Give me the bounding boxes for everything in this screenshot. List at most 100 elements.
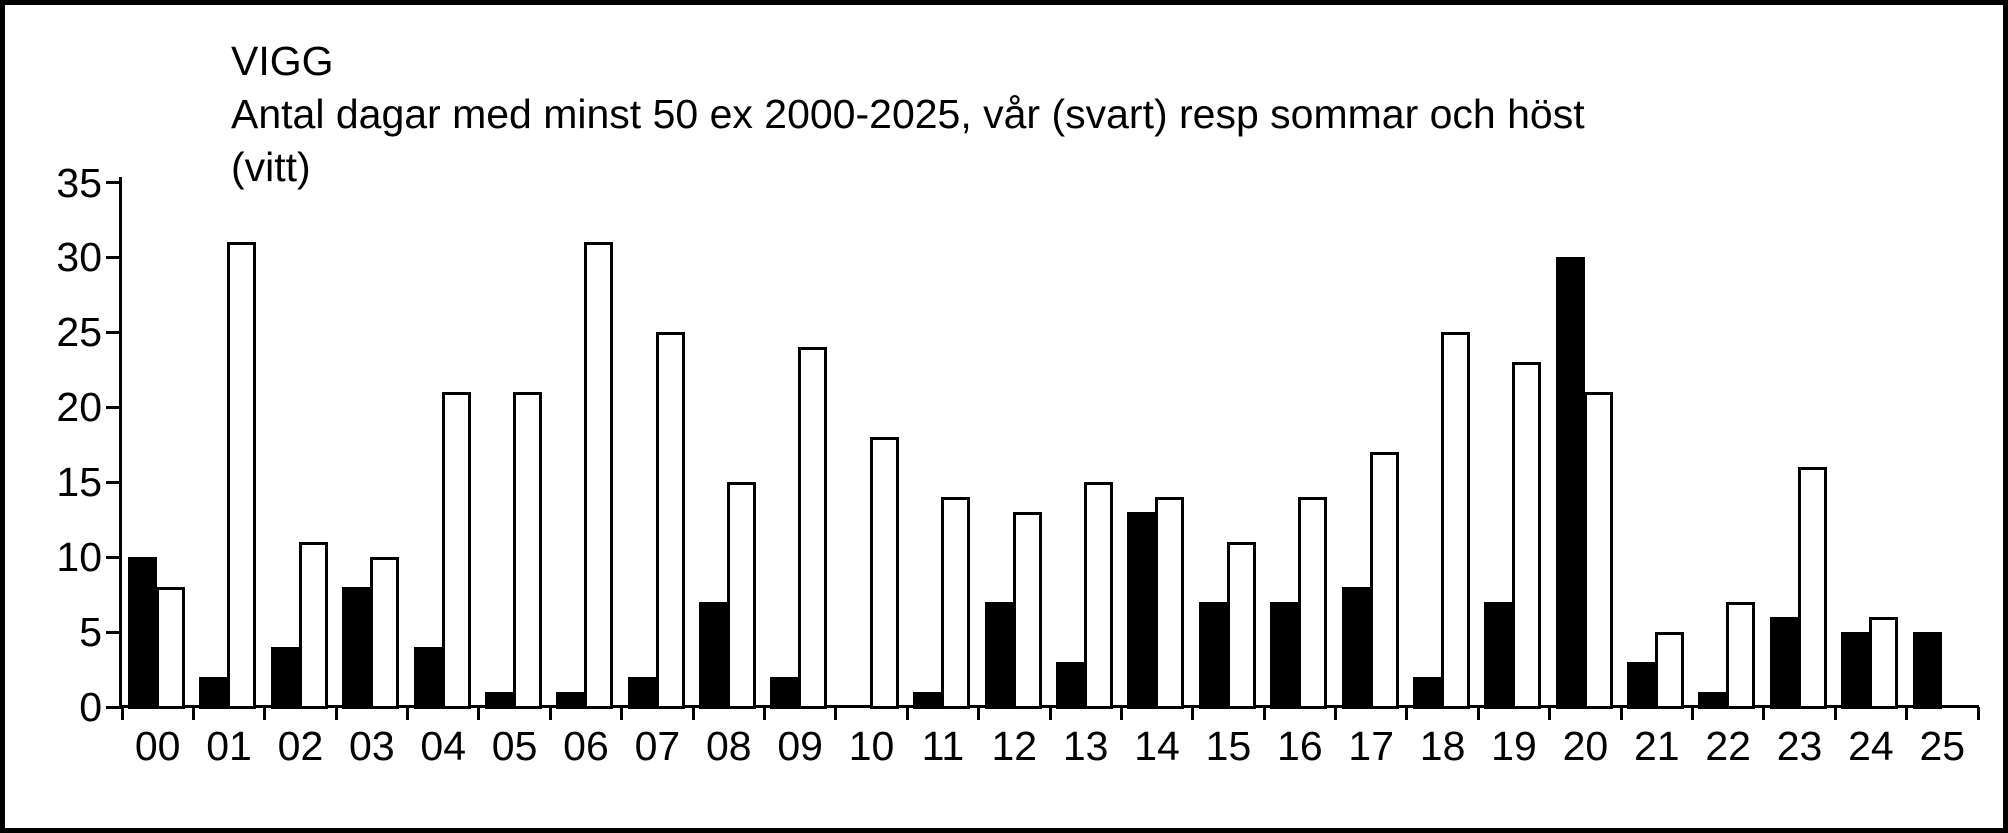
- x-axis-label: 02: [277, 723, 324, 769]
- x-tick: [120, 707, 124, 720]
- x-axis-label: 23: [1776, 723, 1823, 769]
- x-tick: [1833, 707, 1837, 720]
- bar-sommar-host-white: [655, 332, 685, 709]
- y-axis-label: 20: [56, 384, 102, 431]
- x-axis-label: 22: [1705, 723, 1751, 769]
- chart-title-line-1: VIGG: [231, 38, 334, 84]
- bar-var-black: [1056, 662, 1085, 709]
- bar-sommar-host-white: [156, 587, 185, 709]
- bar-var-black: [1769, 617, 1799, 709]
- x-tick: [1548, 707, 1552, 720]
- y-axis: [119, 177, 122, 709]
- x-axis-label: 11: [921, 723, 965, 769]
- bar-sommar-host-white: [1655, 632, 1685, 709]
- y-tick: [106, 630, 119, 634]
- chart-title-line-2: Antal dagar med minst 50 ex 2000-2025, v…: [231, 91, 1585, 137]
- x-tick: [1405, 707, 1409, 720]
- y-tick: [106, 330, 119, 334]
- x-axis-label: 15: [1205, 723, 1252, 769]
- x-axis-label: 21: [1633, 723, 1680, 769]
- x-tick: [1619, 707, 1623, 720]
- bar-sommar-host-white: [727, 482, 757, 709]
- bar-var-black: [1555, 257, 1585, 709]
- x-tick: [834, 707, 838, 720]
- bar-sommar-host-white: [869, 437, 899, 709]
- x-tick: [762, 707, 766, 720]
- y-tick: [106, 255, 119, 259]
- bar-sommar-host-white: [1226, 542, 1256, 709]
- x-axis-label: 07: [634, 723, 681, 769]
- x-axis: [119, 705, 1979, 708]
- x-tick: [1191, 707, 1195, 720]
- x-tick: [1762, 707, 1766, 720]
- x-axis-label: 25: [1919, 723, 1966, 769]
- x-tick: [1690, 707, 1694, 720]
- x-tick: [620, 707, 624, 720]
- bar-sommar-host-white: [941, 497, 971, 709]
- bar-sommar-host-white: [298, 542, 328, 709]
- bar-var-black: [1412, 677, 1442, 709]
- x-tick: [905, 707, 909, 720]
- bar-sommar-host-white: [512, 392, 542, 709]
- y-tick: [106, 555, 119, 559]
- x-tick: [548, 707, 552, 720]
- x-tick: [406, 707, 410, 720]
- x-axis-label: 04: [420, 723, 467, 769]
- x-axis-label: 14: [1134, 723, 1180, 769]
- bar-sommar-host-white: [1298, 497, 1328, 709]
- y-axis-label: 30: [56, 234, 102, 281]
- bar-var-black: [413, 647, 443, 709]
- bar-var-black: [627, 677, 657, 709]
- bar-sommar-host-white: [584, 242, 614, 709]
- bar-var-black: [342, 587, 372, 709]
- y-axis-label: 35: [56, 159, 102, 206]
- x-axis-label: 08: [705, 723, 752, 769]
- x-tick: [1905, 707, 1909, 720]
- bar-var-black: [484, 692, 514, 709]
- bar-var-black: [1198, 602, 1228, 709]
- bar-var-black: [913, 692, 943, 709]
- bar-var-black: [984, 602, 1014, 709]
- plot-area: 0 5 10 15 20 25 30 35 00 01 02 03 04 05 06 07 08 09 10 11 12…: [5, 5, 2003, 828]
- bar-var-black: [1627, 662, 1657, 709]
- y-tick: [106, 480, 119, 484]
- x-axis-label: 13: [1062, 723, 1109, 769]
- x-axis-label: 19: [1491, 723, 1537, 769]
- x-axis-label: 05: [491, 723, 538, 769]
- x-axis-label: 10: [848, 723, 895, 769]
- bar-sommar-host-white: [1726, 602, 1756, 709]
- x-axis-label: 12: [991, 723, 1038, 769]
- chart-title: VIGG Antal dagar med minst 50 ex 2000-20…: [231, 35, 1585, 194]
- x-tick: [691, 707, 695, 720]
- x-axis-label: 09: [777, 723, 823, 769]
- x-tick: [477, 707, 481, 720]
- bar-var-black: [699, 602, 729, 709]
- x-tick: [334, 707, 338, 720]
- x-tick: [1476, 707, 1480, 720]
- bar-sommar-host-white: [1797, 467, 1827, 709]
- bar-var-black: [770, 677, 800, 709]
- bar-var-black: [556, 692, 586, 709]
- x-axis-label: 24: [1848, 723, 1894, 769]
- bar-sommar-host-white: [1440, 332, 1470, 709]
- x-tick: [1976, 707, 1980, 720]
- y-tick: [106, 405, 119, 409]
- x-axis-label: 17: [1348, 723, 1395, 769]
- y-tick: [106, 181, 119, 185]
- y-axis-label: 10: [56, 534, 102, 581]
- bar-sommar-host-white: [370, 557, 400, 709]
- bar-var-black: [199, 677, 229, 709]
- bar-var-black: [270, 647, 300, 709]
- bar-sommar-host-white: [1512, 362, 1542, 709]
- chart-title-line-3: (vitt): [231, 144, 311, 190]
- bar-sommar-host-white: [798, 347, 828, 709]
- bar-var-black: [1912, 632, 1942, 709]
- y-axis-label: 5: [79, 609, 102, 656]
- bar-var-black: [1841, 632, 1871, 709]
- bar-sommar-host-white: [1012, 512, 1042, 709]
- y-axis-label: 15: [56, 459, 102, 506]
- x-tick: [1119, 707, 1123, 720]
- bar-var-black: [1484, 602, 1514, 709]
- x-tick: [191, 707, 195, 720]
- bar-var-black: [1270, 602, 1300, 709]
